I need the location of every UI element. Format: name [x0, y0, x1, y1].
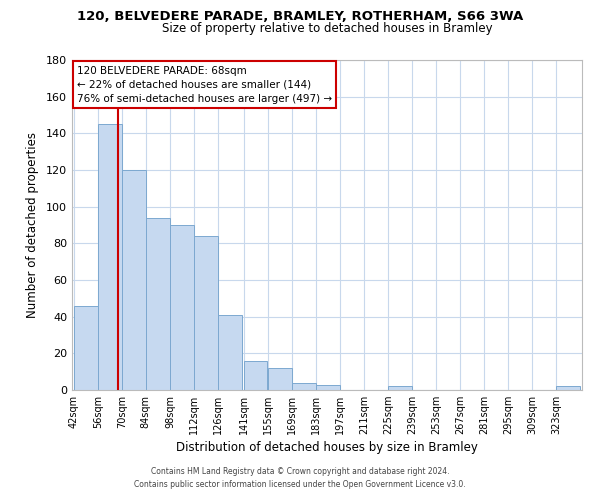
Bar	[170, 225, 194, 390]
Bar	[122, 170, 146, 390]
Bar	[292, 382, 316, 390]
Bar	[388, 386, 412, 390]
X-axis label: Distribution of detached houses by size in Bramley: Distribution of detached houses by size …	[176, 442, 478, 454]
Bar	[556, 386, 580, 390]
Y-axis label: Number of detached properties: Number of detached properties	[26, 132, 39, 318]
Text: 120, BELVEDERE PARADE, BRAMLEY, ROTHERHAM, S66 3WA: 120, BELVEDERE PARADE, BRAMLEY, ROTHERHA…	[77, 10, 523, 23]
Bar	[194, 236, 218, 390]
Bar	[268, 368, 292, 390]
Bar	[74, 306, 97, 390]
Bar	[316, 384, 340, 390]
Text: Contains HM Land Registry data © Crown copyright and database right 2024.
Contai: Contains HM Land Registry data © Crown c…	[134, 467, 466, 489]
Bar	[98, 124, 122, 390]
Text: 120 BELVEDERE PARADE: 68sqm
← 22% of detached houses are smaller (144)
76% of se: 120 BELVEDERE PARADE: 68sqm ← 22% of det…	[77, 66, 332, 104]
Bar	[244, 360, 268, 390]
Bar	[218, 315, 242, 390]
Bar	[146, 218, 170, 390]
Title: Size of property relative to detached houses in Bramley: Size of property relative to detached ho…	[161, 22, 493, 35]
